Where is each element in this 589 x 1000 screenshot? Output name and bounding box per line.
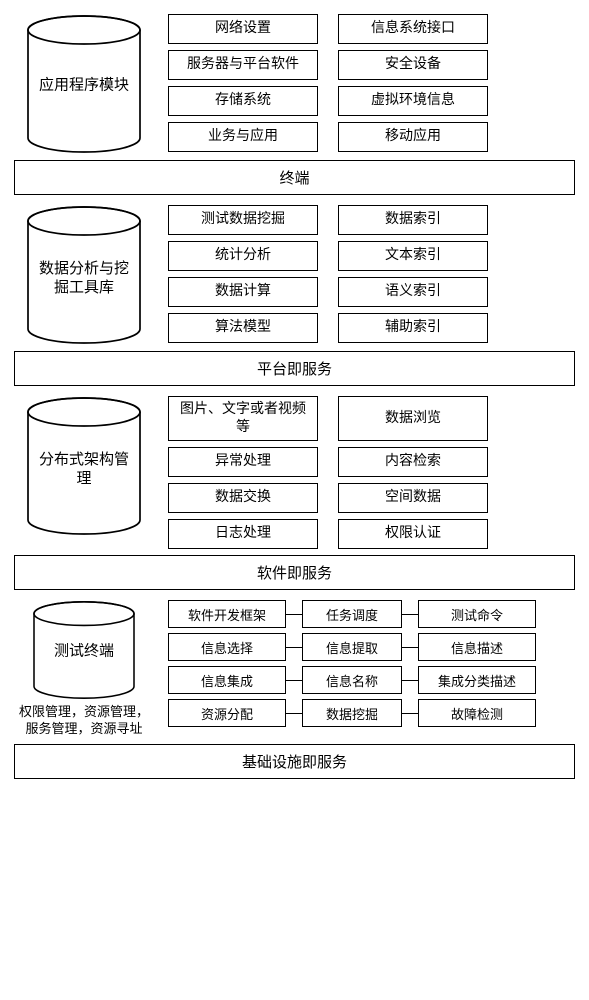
box-right: 安全设备 (338, 50, 488, 80)
box-right: 辅助索引 (338, 313, 488, 343)
cylinder-note-4: 权限管理，资源管理，服务管理，资源寻址 (14, 704, 154, 738)
s4-box-b: 信息名称 (302, 666, 402, 694)
box-left: 数据计算 (168, 277, 318, 307)
grid-col-1: 网络设置 信息系统接口 服务器与平台软件 安全设备 存储系统 虚拟环境信息 业务… (168, 14, 575, 152)
cylinder-label-2: 数据分析与挖掘工具库 (34, 260, 134, 298)
cylinder-label-3: 分布式架构管理 (34, 451, 134, 489)
grid-row: 测试数据挖掘 数据索引 (168, 205, 575, 235)
grid-col-2: 测试数据挖掘 数据索引 统计分析 文本索引 数据计算 语义索引 算法模型 辅助索… (168, 205, 575, 343)
s4-box-c: 测试命令 (418, 600, 536, 628)
cylinder-label-1: 应用程序模块 (34, 77, 134, 96)
box-right: 语义索引 (338, 277, 488, 307)
box-right: 权限认证 (338, 519, 488, 549)
connector (286, 680, 302, 681)
box-right: 内容检索 (338, 447, 488, 477)
grid-col-4: 软件开发框架 任务调度 测试命令 信息选择 信息提取 信息描述 信息集成 信息名… (168, 600, 575, 727)
grid-row: 日志处理 权限认证 (168, 519, 575, 549)
connector (286, 713, 302, 714)
box-right: 数据索引 (338, 205, 488, 235)
box-left: 异常处理 (168, 447, 318, 477)
box-right: 移动应用 (338, 122, 488, 152)
cylinder-3: 分布式架构管理 (24, 396, 144, 536)
cylinder-label-4: 测试终端 (34, 643, 134, 662)
grid-row: 业务与应用 移动应用 (168, 122, 575, 152)
s4-box-c: 信息描述 (418, 633, 536, 661)
grid-row: 存储系统 虚拟环境信息 (168, 86, 575, 116)
connector (402, 647, 418, 648)
connector (402, 614, 418, 615)
bar-3: 软件即服务 (14, 555, 575, 590)
connector (286, 614, 302, 615)
grid-col-3: 图片、文字或者视频等 数据浏览 异常处理 内容检索 数据交换 空间数据 日志处理… (168, 396, 575, 549)
s4-box-b: 任务调度 (302, 600, 402, 628)
s4-box-a: 信息选择 (168, 633, 286, 661)
grid-row: 数据计算 语义索引 (168, 277, 575, 307)
s4-row: 信息集成 信息名称 集成分类描述 (168, 666, 575, 694)
s4-row: 软件开发框架 任务调度 测试命令 (168, 600, 575, 628)
cylinder-column-4: 测试终端 权限管理，资源管理，服务管理，资源寻址 (14, 600, 154, 738)
s4-box-b: 信息提取 (302, 633, 402, 661)
section-3: 分布式架构管理 图片、文字或者视频等 数据浏览 异常处理 内容检索 数据交换 空… (14, 396, 575, 549)
cylinder-column-3: 分布式架构管理 (14, 396, 154, 536)
cylinder-1: 应用程序模块 (24, 14, 144, 154)
grid-row: 统计分析 文本索引 (168, 241, 575, 271)
box-right: 信息系统接口 (338, 14, 488, 44)
section-2: 数据分析与挖掘工具库 测试数据挖掘 数据索引 统计分析 文本索引 数据计算 语义… (14, 205, 575, 345)
box-left: 算法模型 (168, 313, 318, 343)
connector (402, 680, 418, 681)
box-left: 图片、文字或者视频等 (168, 396, 318, 441)
section-1: 应用程序模块 网络设置 信息系统接口 服务器与平台软件 安全设备 存储系统 虚拟… (14, 14, 575, 154)
box-left: 服务器与平台软件 (168, 50, 318, 80)
cylinder-4: 测试终端 (29, 600, 139, 700)
bar-1: 终端 (14, 160, 575, 195)
s4-row: 信息选择 信息提取 信息描述 (168, 633, 575, 661)
box-right: 空间数据 (338, 483, 488, 513)
s4-row: 资源分配 数据挖掘 故障检测 (168, 699, 575, 727)
s4-box-a: 信息集成 (168, 666, 286, 694)
box-right: 数据浏览 (338, 396, 488, 441)
connector (286, 647, 302, 648)
s4-box-c: 故障检测 (418, 699, 536, 727)
grid-row: 异常处理 内容检索 (168, 447, 575, 477)
s4-box-c: 集成分类描述 (418, 666, 536, 694)
s4-box-a: 资源分配 (168, 699, 286, 727)
box-left: 数据交换 (168, 483, 318, 513)
section-4: 测试终端 权限管理，资源管理，服务管理，资源寻址 软件开发框架 任务调度 测试命… (14, 600, 575, 738)
grid-row: 服务器与平台软件 安全设备 (168, 50, 575, 80)
grid-row: 图片、文字或者视频等 数据浏览 (168, 396, 575, 441)
s4-box-b: 数据挖掘 (302, 699, 402, 727)
box-left: 业务与应用 (168, 122, 318, 152)
box-right: 文本索引 (338, 241, 488, 271)
grid-row: 数据交换 空间数据 (168, 483, 575, 513)
cylinder-2: 数据分析与挖掘工具库 (24, 205, 144, 345)
box-left: 测试数据挖掘 (168, 205, 318, 235)
grid-row: 算法模型 辅助索引 (168, 313, 575, 343)
s4-box-a: 软件开发框架 (168, 600, 286, 628)
connector (402, 713, 418, 714)
grid-row: 网络设置 信息系统接口 (168, 14, 575, 44)
cylinder-column-2: 数据分析与挖掘工具库 (14, 205, 154, 345)
cylinder-column-1: 应用程序模块 (14, 14, 154, 154)
box-left: 统计分析 (168, 241, 318, 271)
box-right: 虚拟环境信息 (338, 86, 488, 116)
bar-4: 基础设施即服务 (14, 744, 575, 779)
bar-2: 平台即服务 (14, 351, 575, 386)
box-left: 网络设置 (168, 14, 318, 44)
box-left: 存储系统 (168, 86, 318, 116)
box-left: 日志处理 (168, 519, 318, 549)
